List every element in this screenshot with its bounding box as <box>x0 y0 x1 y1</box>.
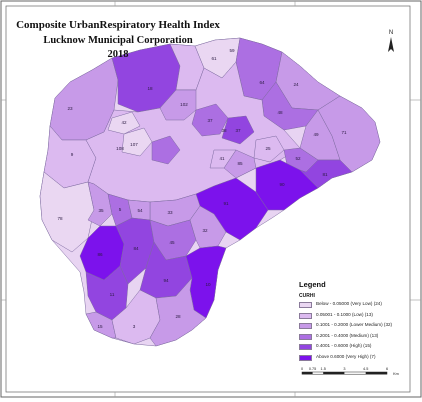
ward-label: 5 <box>119 207 122 212</box>
ward-label: 91 <box>223 201 229 206</box>
north-label: N <box>389 30 393 36</box>
legend-title: Legend <box>299 280 326 289</box>
scale-tick-label: 0.75 <box>309 367 316 371</box>
central-medium-1 <box>151 135 181 165</box>
map-title-line2: Lucknow Municipal Corporation <box>43 35 193 46</box>
ward-label: 23 <box>67 106 73 111</box>
legend-label: 0.05001 - 0.1000 (Low) (13) <box>316 311 373 317</box>
ward-label: 85 <box>237 161 243 166</box>
ward-label-layer: 23 59 61 24 18 64 42 9 108 107 102 37 48 71 25 52 85 49 91… <box>57 48 347 329</box>
ward-label: 64 <box>259 80 265 85</box>
ward-32 <box>189 205 227 249</box>
ward-28 <box>149 277 207 347</box>
legend-swatch <box>299 323 312 329</box>
legend-label: Above 0.6000 (Very High) (7) <box>316 353 376 359</box>
legend-row: Below - 0.05000 (Very Low) (24) <box>299 301 407 309</box>
ward-37 <box>191 103 229 137</box>
scale-tick-label: 0 <box>301 367 303 371</box>
ward-label: 10 <box>205 282 211 287</box>
ward-label: 102 <box>180 102 188 107</box>
scale-tick-label: 3 <box>343 367 345 371</box>
ward-label: 24 <box>293 82 299 87</box>
map-title-line3: 2018 <box>108 49 129 60</box>
legend-swatch <box>299 302 312 308</box>
ward-102 <box>159 89 197 121</box>
ward-polygons <box>39 37 381 347</box>
ward-label: 78 <box>57 216 63 221</box>
ward-label: 38 <box>221 128 227 133</box>
legend-label: 0.1001 - 0.2000 (Lower Medium) (32) <box>316 322 393 327</box>
legend: Legend CURHI Below - 0.05000 (Very Low) … <box>299 280 407 374</box>
legend-label: 0.2001 - 0.4000 (Medium) (13) <box>316 332 379 338</box>
ward-81 <box>299 159 353 189</box>
ward-label: 9 <box>71 152 74 157</box>
ward-label: 84 <box>133 246 139 251</box>
legend-subtitle: CURHI <box>299 293 315 299</box>
ward-label: 107 <box>130 142 138 147</box>
ward-label: 71 <box>341 130 347 135</box>
legend-row: 0.2001 - 0.4000 (Medium) (13) <box>299 332 407 341</box>
ward-label: 61 <box>211 56 217 61</box>
legend-swatch <box>299 312 312 319</box>
legend-row: Above 0.6000 (Very High) (7) <box>299 353 407 362</box>
ward-label: 48 <box>277 110 283 115</box>
ward-label: 37 <box>235 128 241 133</box>
ward-label: 108 <box>116 146 124 151</box>
north-arrow-icon: N <box>388 30 394 52</box>
ward-label: 33 <box>167 210 173 215</box>
ward-label: 37 <box>207 118 213 123</box>
legend-row: 0.05001 - 0.1000 (Low) (13) <box>299 311 407 320</box>
ward-42 <box>107 111 141 135</box>
scale-tick-label: 1.5 <box>321 367 326 371</box>
legend-row: 0.1001 - 0.2000 (Lower Medium) (32) <box>299 322 407 330</box>
ward-label: 52 <box>295 156 301 161</box>
scale-bar-labels: 0 0.75 1.5 3 4.5 6 Km <box>301 367 399 376</box>
ward-25 <box>253 135 285 163</box>
ward-label: 59 <box>229 48 235 53</box>
ward-label: 45 <box>169 240 175 245</box>
legend-label: Below - 0.05000 (Very Low) (24) <box>316 301 382 306</box>
legend-label: 0.4001 - 0.6000 (High) (15) <box>316 343 372 348</box>
scale-unit-label: Km <box>393 372 399 376</box>
ward-label: 49 <box>313 132 319 137</box>
ward-label: 86 <box>97 252 103 257</box>
scale-bar <box>301 371 388 375</box>
ward-label: 15 <box>97 324 103 329</box>
ward-label: 11 <box>110 292 115 297</box>
legend-swatch <box>299 333 312 340</box>
ward-78 <box>39 171 95 253</box>
legend-swatch <box>299 344 312 350</box>
ward-label: 32 <box>202 228 208 233</box>
ward-label: 41 <box>219 156 225 161</box>
ward-label: 81 <box>322 172 328 177</box>
ward-107 <box>121 127 153 157</box>
central-high-1 <box>221 115 255 145</box>
legend-row: 0.4001 - 0.6000 (High) (15) <box>299 343 407 351</box>
ward-label: 54 <box>137 208 143 213</box>
ward-label: 18 <box>147 86 153 91</box>
map-title-line1: Composite UrbanRespiratory Health Index <box>16 19 220 31</box>
ward-41 <box>209 149 237 169</box>
ward-label: 35 <box>98 208 104 213</box>
ward-label: 90 <box>279 182 285 187</box>
scale-tick-label: 4.5 <box>363 367 368 371</box>
scale-tick-label: 6 <box>386 367 388 371</box>
legend-swatch <box>299 354 312 361</box>
ward-label: 25 <box>265 146 271 151</box>
ward-label: 3 <box>133 324 136 329</box>
ward-label: 94 <box>163 278 169 283</box>
ward-label: 28 <box>175 314 181 319</box>
ward-label: 42 <box>121 120 127 125</box>
